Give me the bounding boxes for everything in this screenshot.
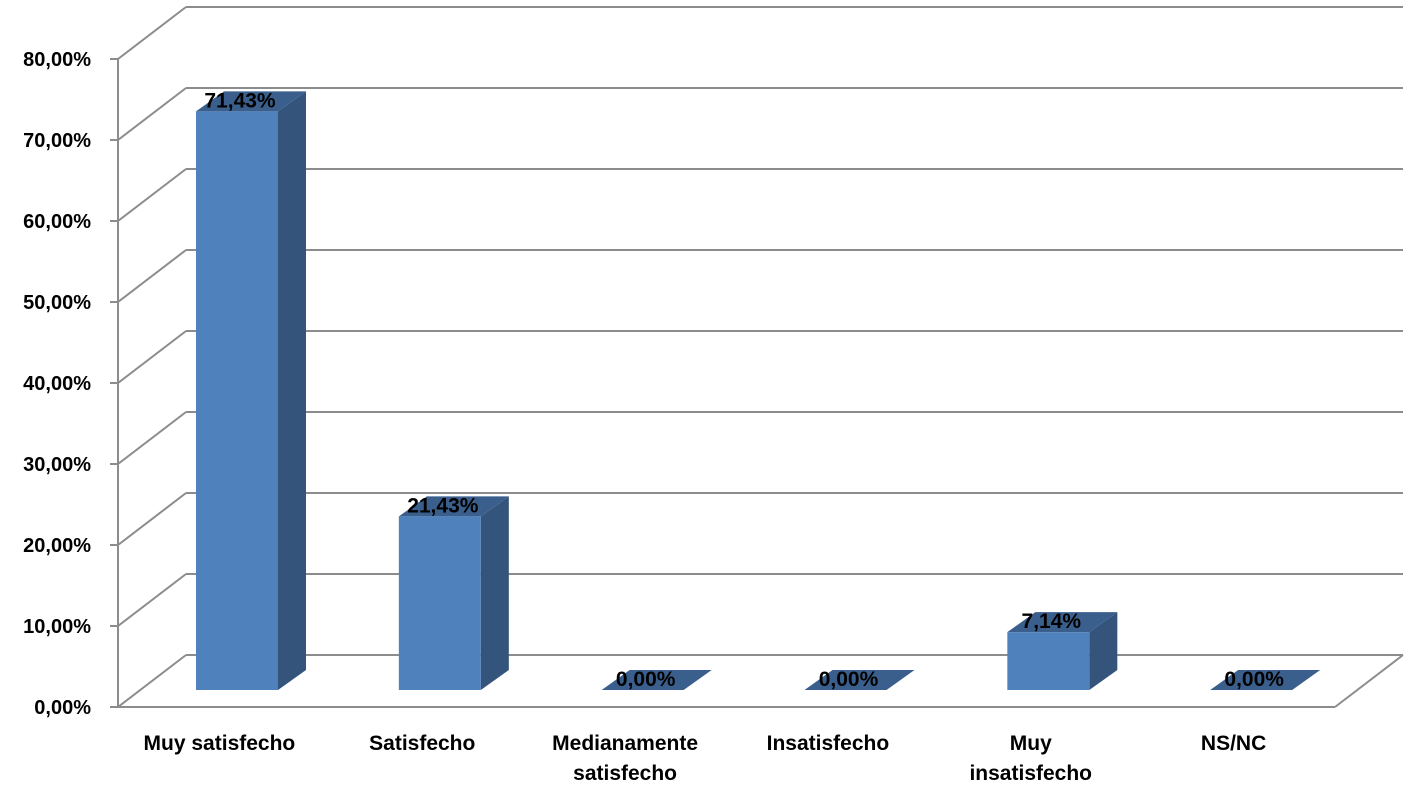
gridline-diagonal xyxy=(117,492,187,546)
y-tick-label: 60,00% xyxy=(23,211,91,233)
y-tick-label: 80,00% xyxy=(23,49,91,71)
y-tick-label: 0,00% xyxy=(34,697,91,719)
bar-top xyxy=(1007,612,1118,633)
bar-side xyxy=(480,496,509,690)
bar xyxy=(1210,670,1321,690)
y-tick-label: 50,00% xyxy=(23,292,91,314)
gridline-diagonal xyxy=(117,249,187,303)
bar xyxy=(196,91,306,691)
bar xyxy=(398,496,509,690)
grid-layer xyxy=(110,6,1404,708)
data-label: 0,00% xyxy=(616,668,676,691)
bar-top xyxy=(1210,670,1321,690)
data-label: 0,00% xyxy=(819,668,879,691)
gridline-diagonal xyxy=(117,330,187,384)
bar-front xyxy=(398,516,481,690)
label-layer: 0,00% 10,00% 20,00% 30,00% 40,00% 50,00% 60,00… xyxy=(23,49,1284,785)
x-tick-label: Satisfecho xyxy=(369,732,475,755)
bar-top xyxy=(196,91,306,112)
gridline-diagonal xyxy=(117,168,187,222)
bar-side xyxy=(1089,612,1118,690)
floor-right-edge xyxy=(1334,654,1404,708)
data-label: 21,43% xyxy=(407,494,479,517)
bar xyxy=(1007,612,1118,690)
x-tick-label: insatisfecho xyxy=(969,762,1092,785)
data-label: 0,00% xyxy=(1224,668,1284,691)
data-label: 71,43% xyxy=(204,89,276,112)
y-tick-label: 40,00% xyxy=(23,373,91,395)
gridline-diagonal xyxy=(117,573,187,627)
y-tick-label: 30,00% xyxy=(23,454,91,476)
y-tick-label: 70,00% xyxy=(23,130,91,152)
x-tick-label: Muy xyxy=(1010,732,1052,755)
bar xyxy=(601,670,712,690)
x-tick-label: Muy satisfecho xyxy=(144,732,296,755)
bar-top xyxy=(398,496,509,517)
gridline-diagonal xyxy=(117,87,187,141)
gridline-diagonal xyxy=(117,6,187,60)
gridline-diagonal xyxy=(117,654,187,708)
y-tick-label: 10,00% xyxy=(23,616,91,638)
bar-top xyxy=(804,670,915,690)
bar xyxy=(804,670,915,690)
y-tick-label: 20,00% xyxy=(23,535,91,557)
data-label: 7,14% xyxy=(1022,610,1082,633)
x-tick-label: Insatisfecho xyxy=(767,732,890,755)
x-tick-label: NS/NC xyxy=(1201,732,1266,755)
x-tick-label: satisfecho xyxy=(573,762,677,785)
bar-front xyxy=(196,111,278,691)
x-tick-label: Medianamente xyxy=(552,732,698,755)
bar-layer xyxy=(196,91,1321,691)
gridline-diagonal xyxy=(117,411,187,465)
bar-front xyxy=(1007,632,1090,690)
bar-top xyxy=(601,670,712,690)
bar-side xyxy=(278,91,306,691)
